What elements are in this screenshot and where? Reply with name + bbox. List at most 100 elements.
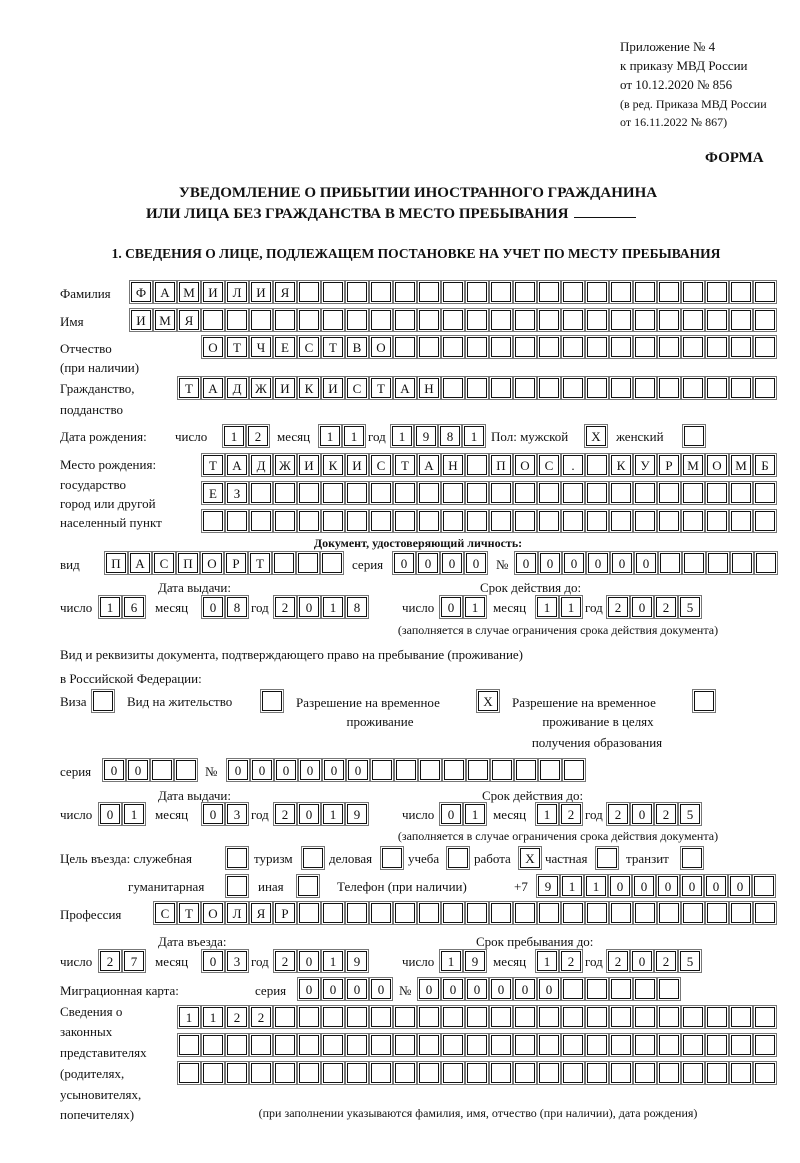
- char-cell[interactable]: [633, 335, 657, 359]
- char-cell[interactable]: 1: [559, 595, 583, 619]
- char-cell[interactable]: 7: [122, 949, 146, 973]
- char-cell[interactable]: [657, 280, 681, 304]
- char-cell[interactable]: [609, 977, 633, 1001]
- char-cell[interactable]: 2: [225, 1005, 249, 1029]
- char-cell[interactable]: Ф: [129, 280, 153, 304]
- char-cell[interactable]: [729, 335, 753, 359]
- sex-male-checkbox[interactable]: X: [584, 424, 608, 448]
- char-cell[interactable]: [705, 335, 729, 359]
- char-cell[interactable]: [681, 1033, 705, 1057]
- char-cell[interactable]: [753, 1061, 777, 1085]
- char-cell[interactable]: М: [729, 453, 753, 477]
- char-cell[interactable]: 1: [122, 802, 146, 826]
- char-cell[interactable]: Я: [177, 308, 201, 332]
- char-cell[interactable]: [705, 901, 729, 925]
- char-cell[interactable]: [657, 1061, 681, 1085]
- char-cell[interactable]: 0: [680, 874, 704, 898]
- char-cell[interactable]: [393, 1033, 417, 1057]
- char-cell[interactable]: [513, 1033, 537, 1057]
- char-cell[interactable]: [561, 977, 585, 1001]
- char-cell[interactable]: Т: [369, 376, 393, 400]
- char-cell[interactable]: [705, 280, 729, 304]
- char-cell[interactable]: [441, 1033, 465, 1057]
- char-cell[interactable]: [513, 1061, 537, 1085]
- char-cell[interactable]: Б: [753, 453, 777, 477]
- char-cell[interactable]: [441, 481, 465, 505]
- char-cell[interactable]: [465, 509, 489, 533]
- char-cell[interactable]: [393, 1061, 417, 1085]
- char-cell[interactable]: Ч: [249, 335, 273, 359]
- char-cell[interactable]: 5: [678, 595, 702, 619]
- char-cell[interactable]: [249, 509, 273, 533]
- char-cell[interactable]: [585, 1005, 609, 1029]
- char-cell[interactable]: [465, 453, 489, 477]
- char-cell[interactable]: И: [297, 453, 321, 477]
- char-cell[interactable]: [297, 1061, 321, 1085]
- char-cell[interactable]: [369, 280, 393, 304]
- char-cell[interactable]: [393, 280, 417, 304]
- char-cell[interactable]: 0: [562, 551, 586, 575]
- char-cell[interactable]: [706, 551, 730, 575]
- char-cell[interactable]: [561, 335, 585, 359]
- char-cell[interactable]: [729, 901, 753, 925]
- char-cell[interactable]: 1: [463, 802, 487, 826]
- checkbox-cell[interactable]: [91, 689, 115, 713]
- char-cell[interactable]: [537, 481, 561, 505]
- char-cell[interactable]: [201, 1061, 225, 1085]
- char-cell[interactable]: [609, 509, 633, 533]
- char-cell[interactable]: 0: [537, 977, 561, 1001]
- char-cell[interactable]: [489, 280, 513, 304]
- char-cell[interactable]: 3: [225, 949, 249, 973]
- char-cell[interactable]: 1: [177, 1005, 201, 1029]
- char-cell[interactable]: [441, 901, 465, 925]
- char-cell[interactable]: 9: [345, 802, 369, 826]
- char-cell[interactable]: Д: [249, 453, 273, 477]
- char-cell[interactable]: О: [513, 453, 537, 477]
- char-cell[interactable]: [465, 1061, 489, 1085]
- checkbox-cell[interactable]: [380, 846, 404, 870]
- sex-female-checkbox[interactable]: [682, 424, 706, 448]
- char-cell[interactable]: [273, 1061, 297, 1085]
- char-cell[interactable]: [321, 509, 345, 533]
- representatives-row3[interactable]: [177, 1061, 777, 1085]
- char-cell[interactable]: [465, 335, 489, 359]
- char-cell[interactable]: 1: [342, 424, 366, 448]
- purpose-study-checkbox[interactable]: [446, 846, 470, 870]
- char-cell[interactable]: [201, 1033, 225, 1057]
- char-cell[interactable]: [489, 901, 513, 925]
- char-cell[interactable]: [174, 758, 198, 782]
- char-cell[interactable]: 0: [439, 802, 463, 826]
- char-cell[interactable]: 0: [630, 949, 654, 973]
- char-cell[interactable]: 0: [369, 977, 393, 1001]
- char-cell[interactable]: [297, 901, 321, 925]
- char-cell[interactable]: К: [321, 453, 345, 477]
- char-cell[interactable]: [393, 509, 417, 533]
- char-cell[interactable]: [561, 1005, 585, 1029]
- char-cell[interactable]: [417, 308, 441, 332]
- char-cell[interactable]: [562, 758, 586, 782]
- char-cell[interactable]: [657, 481, 681, 505]
- char-cell[interactable]: С: [345, 376, 369, 400]
- char-cell[interactable]: У: [633, 453, 657, 477]
- char-cell[interactable]: С: [152, 551, 176, 575]
- char-cell[interactable]: 1: [222, 424, 246, 448]
- char-cell[interactable]: [489, 1033, 513, 1057]
- char-cell[interactable]: К: [297, 376, 321, 400]
- char-cell[interactable]: 1: [462, 424, 486, 448]
- char-cell[interactable]: [585, 376, 609, 400]
- char-cell[interactable]: [297, 280, 321, 304]
- char-cell[interactable]: [705, 376, 729, 400]
- char-cell[interactable]: [465, 1005, 489, 1029]
- char-cell[interactable]: [489, 1005, 513, 1029]
- char-cell[interactable]: [369, 509, 393, 533]
- char-cell[interactable]: 0: [98, 802, 122, 826]
- char-cell[interactable]: [273, 308, 297, 332]
